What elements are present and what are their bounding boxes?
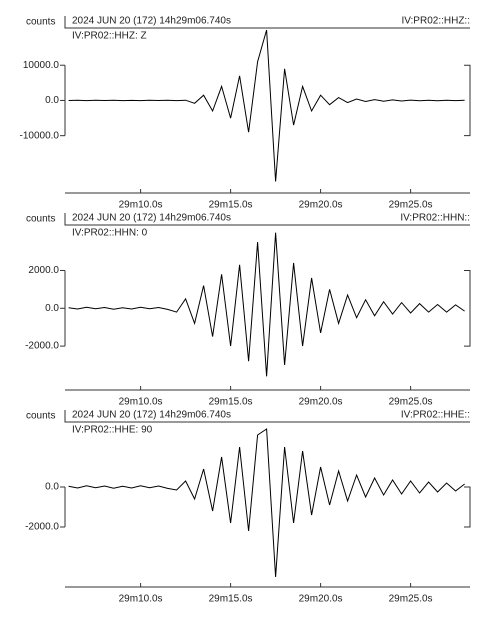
subtitle: IV:PR02::HHN: 0 (72, 228, 148, 239)
x-tick-label: 29m20.0s (299, 594, 343, 605)
channel: IV:PR02::HHN:: (400, 213, 470, 224)
header: 2024 JUN 20 (172) 14h29m06.740s (72, 16, 231, 27)
y-axis-right (464, 64, 471, 137)
y-tick-label: -10000.0 (20, 130, 60, 141)
x-tick-label: 29m10.0s (119, 594, 163, 605)
y-label: counts (26, 214, 55, 225)
x-tick-label: 29m20.0s (299, 200, 343, 211)
y-tick-label: 0.0 (45, 303, 59, 314)
subtitle: IV:PR02::HHZ: Z (72, 31, 147, 42)
y-label: counts (26, 17, 55, 28)
y-tick-label: 0.0 (45, 482, 59, 493)
x-tick-label: 29m25.0s (389, 397, 433, 408)
header: 2024 JUN 20 (172) 14h29m06.740s (72, 410, 231, 421)
y-tick-label: 2000.0 (28, 265, 59, 276)
header: 2024 JUN 20 (172) 14h29m06.740s (72, 213, 231, 224)
waveform (68, 29, 465, 182)
header-bracket (64, 16, 470, 29)
x-tick-label: 29m15.0s (209, 397, 253, 408)
y-tick-label: 0.0 (45, 95, 59, 106)
subtitle: IV:PR02::HHE: 90 (72, 425, 153, 436)
x-tick-label: 29m15.0s (209, 200, 253, 211)
x-tick-label: 29m10.0s (119, 200, 163, 211)
header-bracket (64, 213, 470, 226)
header-bracket (64, 410, 470, 423)
y-tick-label: 10000.0 (23, 60, 60, 71)
channel: IV:PR02::HHE:: (401, 410, 470, 421)
y-axis-right (464, 486, 471, 528)
channel: IV:PR02::HHZ:: (401, 16, 470, 27)
x-tick-label: 29m25.0s (389, 200, 433, 211)
x-tick-label: 29m15.0s (209, 594, 253, 605)
y-tick-label: -2000.0 (25, 341, 59, 352)
x-tick-label: 29m20.0s (299, 397, 343, 408)
y-label: counts (26, 411, 55, 422)
y-tick-label: -2000.0 (25, 522, 59, 533)
y-axis-right (464, 269, 471, 347)
waveform (68, 428, 465, 578)
x-tick-label: 29m10.0s (119, 397, 163, 408)
waveform (68, 232, 465, 377)
x-tick-label: 29m25.0s (389, 594, 433, 605)
